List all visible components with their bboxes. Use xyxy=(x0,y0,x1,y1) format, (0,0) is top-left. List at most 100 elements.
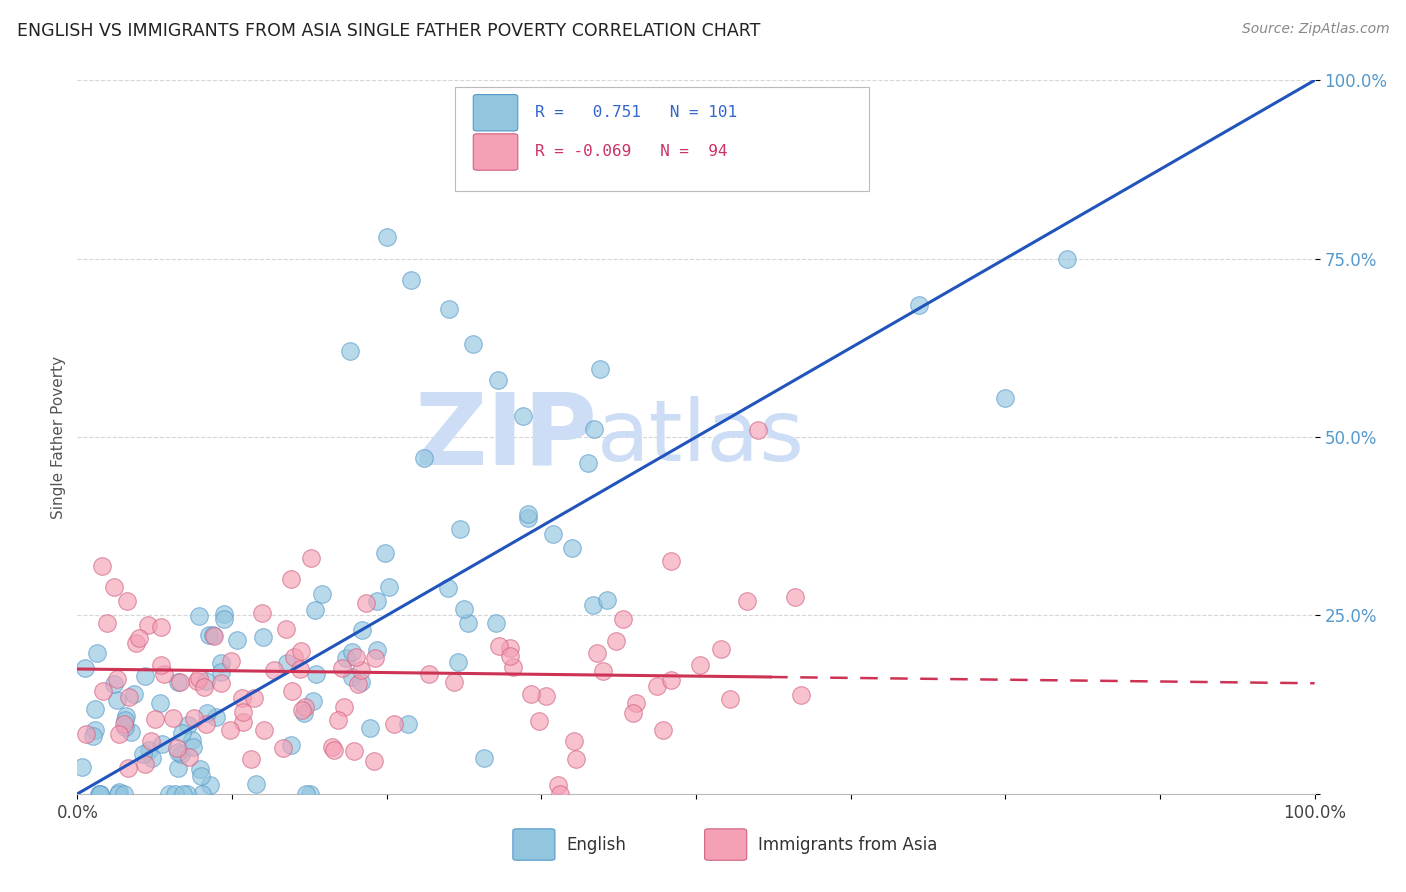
Point xyxy=(167,761,190,775)
Point xyxy=(659,673,682,688)
Point xyxy=(89,787,111,801)
Point xyxy=(516,508,538,522)
Text: English: English xyxy=(567,837,626,855)
Point xyxy=(364,651,387,665)
Point xyxy=(183,711,205,725)
Point xyxy=(198,628,221,642)
Point xyxy=(134,668,156,682)
Point xyxy=(150,657,173,672)
Point xyxy=(596,593,619,607)
Point xyxy=(299,551,322,566)
Point xyxy=(115,708,138,723)
Point xyxy=(170,747,193,762)
Point xyxy=(186,674,208,689)
Point xyxy=(202,629,225,643)
Point xyxy=(86,646,108,660)
Point xyxy=(209,676,232,690)
Point xyxy=(382,716,405,731)
Point xyxy=(645,679,668,693)
Point xyxy=(443,674,465,689)
Point xyxy=(150,737,173,751)
Point xyxy=(907,298,929,312)
Point xyxy=(232,714,254,729)
Point xyxy=(103,677,125,691)
Point xyxy=(75,727,97,741)
Point xyxy=(437,581,460,595)
Point xyxy=(84,723,107,738)
Point xyxy=(91,684,114,698)
Point xyxy=(231,691,253,706)
Point xyxy=(294,700,316,714)
Point xyxy=(166,740,188,755)
Point xyxy=(166,675,188,690)
Point xyxy=(651,723,673,737)
Point xyxy=(245,777,267,791)
Point xyxy=(363,754,385,768)
Point xyxy=(359,721,381,735)
Point xyxy=(322,743,344,757)
FancyBboxPatch shape xyxy=(474,95,517,131)
Point xyxy=(149,696,172,710)
Point xyxy=(212,607,235,622)
Point xyxy=(463,337,485,351)
Point xyxy=(347,677,370,691)
Point xyxy=(82,730,104,744)
Point xyxy=(350,675,373,690)
FancyBboxPatch shape xyxy=(454,87,869,191)
Point xyxy=(280,683,302,698)
Point xyxy=(302,693,325,707)
Point xyxy=(118,690,141,704)
Point xyxy=(125,635,148,649)
Point xyxy=(195,706,218,721)
Point xyxy=(565,752,588,766)
Point xyxy=(586,646,609,660)
Point xyxy=(134,756,156,771)
Point xyxy=(165,787,187,801)
Point xyxy=(449,522,471,536)
Point xyxy=(128,631,150,645)
Point xyxy=(87,787,110,801)
Point xyxy=(564,734,586,748)
Point xyxy=(143,712,166,726)
Point xyxy=(747,423,769,437)
Point xyxy=(226,632,249,647)
Point xyxy=(105,692,128,706)
Point xyxy=(605,633,627,648)
Point xyxy=(588,362,610,376)
Point xyxy=(375,230,398,244)
Point xyxy=(124,687,146,701)
Point xyxy=(172,787,194,801)
Point xyxy=(576,456,599,470)
FancyBboxPatch shape xyxy=(513,829,555,860)
Point xyxy=(472,751,495,765)
Point xyxy=(502,660,524,674)
Point xyxy=(735,593,758,607)
Point xyxy=(488,639,510,653)
Point xyxy=(114,713,136,727)
Point xyxy=(253,723,276,737)
Point xyxy=(108,727,131,741)
Point xyxy=(295,787,318,801)
Text: Immigrants from Asia: Immigrants from Asia xyxy=(758,837,938,855)
Point xyxy=(107,787,129,801)
Point xyxy=(305,666,328,681)
Point xyxy=(167,745,190,759)
Point xyxy=(219,654,242,668)
Point xyxy=(232,705,254,719)
Point xyxy=(485,615,508,630)
Point xyxy=(136,618,159,632)
Point xyxy=(209,656,232,670)
Point xyxy=(132,747,155,761)
Point xyxy=(103,580,125,594)
Point xyxy=(252,630,274,644)
Point xyxy=(377,580,399,594)
Point xyxy=(291,703,314,717)
Point xyxy=(396,717,419,731)
Point xyxy=(162,711,184,725)
Point xyxy=(447,655,470,669)
FancyBboxPatch shape xyxy=(474,134,517,170)
Point xyxy=(191,787,214,801)
Point xyxy=(139,733,162,747)
Point xyxy=(276,656,298,670)
Point xyxy=(550,787,572,801)
